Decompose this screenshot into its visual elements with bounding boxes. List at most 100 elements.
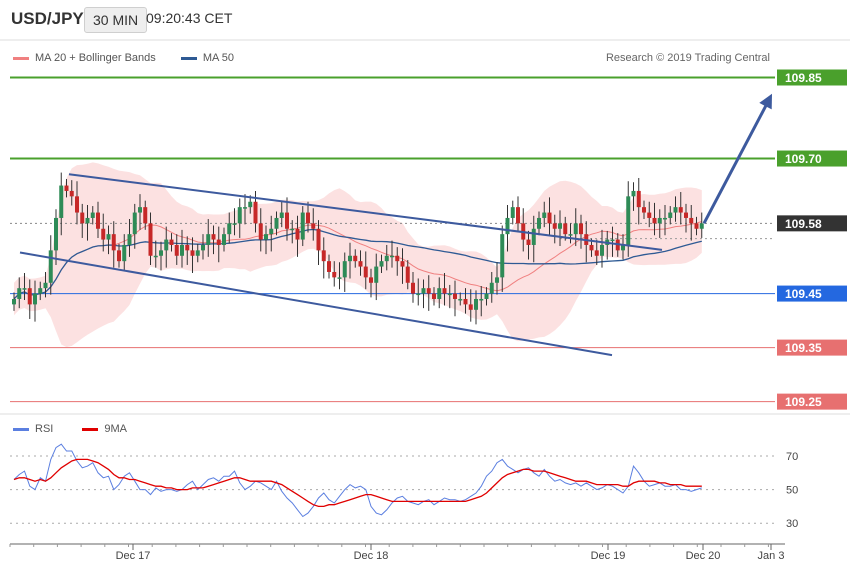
candle-body	[195, 250, 200, 256]
candle-body	[694, 223, 699, 229]
bollinger-swatch	[13, 56, 29, 60]
candle-body	[437, 288, 442, 299]
candle-body	[269, 228, 274, 235]
candle-body	[59, 185, 64, 218]
candle-body	[348, 255, 352, 262]
candle-body	[384, 255, 389, 262]
candle-body	[474, 298, 478, 310]
candle-body	[211, 234, 216, 240]
level-label-109.45: 109.45	[785, 287, 822, 301]
candle-body	[516, 207, 520, 224]
level-label-109.58: 109.58	[785, 217, 822, 231]
candle-body	[185, 244, 190, 251]
candle-body	[579, 223, 583, 235]
candle-body	[117, 250, 121, 262]
candle-body	[358, 261, 363, 267]
x-label-4: Jan 3	[758, 550, 785, 562]
level-tag-109.45	[777, 285, 847, 302]
rsi-swatch	[13, 427, 29, 431]
candle-body	[300, 212, 305, 240]
timestamp-label: 09:20:43 CET	[146, 10, 233, 26]
candle-body	[264, 234, 268, 240]
candle-body	[12, 298, 16, 305]
candle-body	[573, 223, 578, 235]
candle-body	[153, 255, 158, 258]
channel-upper-line	[68, 173, 663, 251]
candle-body	[684, 212, 688, 218]
copyright-label: Research © 2019 Trading Central	[605, 52, 770, 64]
candle-body	[468, 304, 473, 310]
rsi-tick-50: 50	[786, 485, 798, 497]
candle-body	[673, 207, 678, 213]
forecast-arrow-shaft	[702, 101, 770, 225]
candle-body	[390, 255, 394, 258]
price-legend: MA 20 + Bollinger Bands MA 50	[13, 52, 256, 64]
candle-body	[636, 190, 641, 208]
ma50-swatch	[180, 56, 197, 60]
candle-body	[531, 228, 536, 245]
candle-body	[552, 223, 557, 229]
candle-body	[290, 228, 295, 231]
candle-body	[426, 288, 431, 294]
x-label-0: Dec 17	[116, 550, 151, 562]
candle-body	[699, 223, 704, 229]
rsi-9ma-line	[13, 458, 702, 508]
candle-body	[405, 266, 410, 283]
x-label-2: Dec 19	[591, 550, 626, 562]
candle-body	[243, 207, 247, 209]
level-tag-109.70	[777, 150, 847, 167]
candle-body	[90, 212, 95, 218]
level-tag-109.35	[777, 339, 847, 356]
candle-body	[369, 277, 373, 283]
candle-body	[279, 212, 284, 218]
candle-body	[594, 250, 599, 256]
candle-body	[363, 266, 368, 278]
legend-9ma-label: 9MA	[104, 423, 128, 435]
candle-body	[222, 234, 226, 245]
rsi-tick-30: 30	[786, 518, 798, 530]
candle-body	[327, 261, 331, 272]
candle-body	[510, 207, 515, 218]
legend-bollinger: MA 20 + Bollinger Bands	[13, 52, 156, 64]
timeframe-button[interactable]: 30 MIN	[84, 7, 148, 33]
candle-body	[132, 212, 137, 235]
candle-body	[101, 228, 106, 240]
candle-body	[416, 293, 421, 296]
candle-body	[421, 288, 426, 294]
candle-body	[96, 212, 100, 229]
candle-body	[689, 217, 694, 224]
candle-body	[657, 217, 662, 224]
candle-body	[400, 261, 405, 267]
candle-body	[201, 244, 205, 251]
chart-header: USD/JPY 30 MIN 09:20:43 CET	[0, 0, 850, 40]
candle-body	[232, 223, 237, 225]
candle-body	[237, 207, 242, 224]
candle-body	[563, 223, 568, 235]
candle-body	[85, 217, 90, 224]
candle-body	[668, 212, 673, 218]
candle-body	[122, 244, 127, 262]
candle-body	[379, 261, 384, 267]
x-label-3: Dec 20	[686, 550, 721, 562]
candle-body	[106, 234, 111, 240]
candle-body	[332, 271, 337, 278]
candle-body	[164, 239, 169, 251]
candle-body	[374, 266, 379, 283]
candle-body	[285, 212, 289, 229]
candle-body	[169, 239, 174, 245]
candle-body	[610, 239, 615, 242]
candle-body	[631, 190, 636, 197]
candle-body	[22, 288, 27, 290]
candle-body	[227, 223, 232, 235]
candle-body	[626, 196, 631, 245]
candle-body	[143, 207, 148, 224]
candle-body	[306, 212, 310, 224]
candle-body	[316, 228, 321, 251]
candle-body	[342, 261, 347, 278]
symbol-label: USD/JPY	[11, 9, 84, 28]
candle-body	[54, 217, 58, 251]
forecast-arrow-head	[759, 93, 772, 110]
legend-bollinger-label: MA 20 + Bollinger Bands	[35, 52, 156, 64]
candle-body	[411, 282, 415, 294]
legend-rsi-label: RSI	[35, 423, 54, 435]
